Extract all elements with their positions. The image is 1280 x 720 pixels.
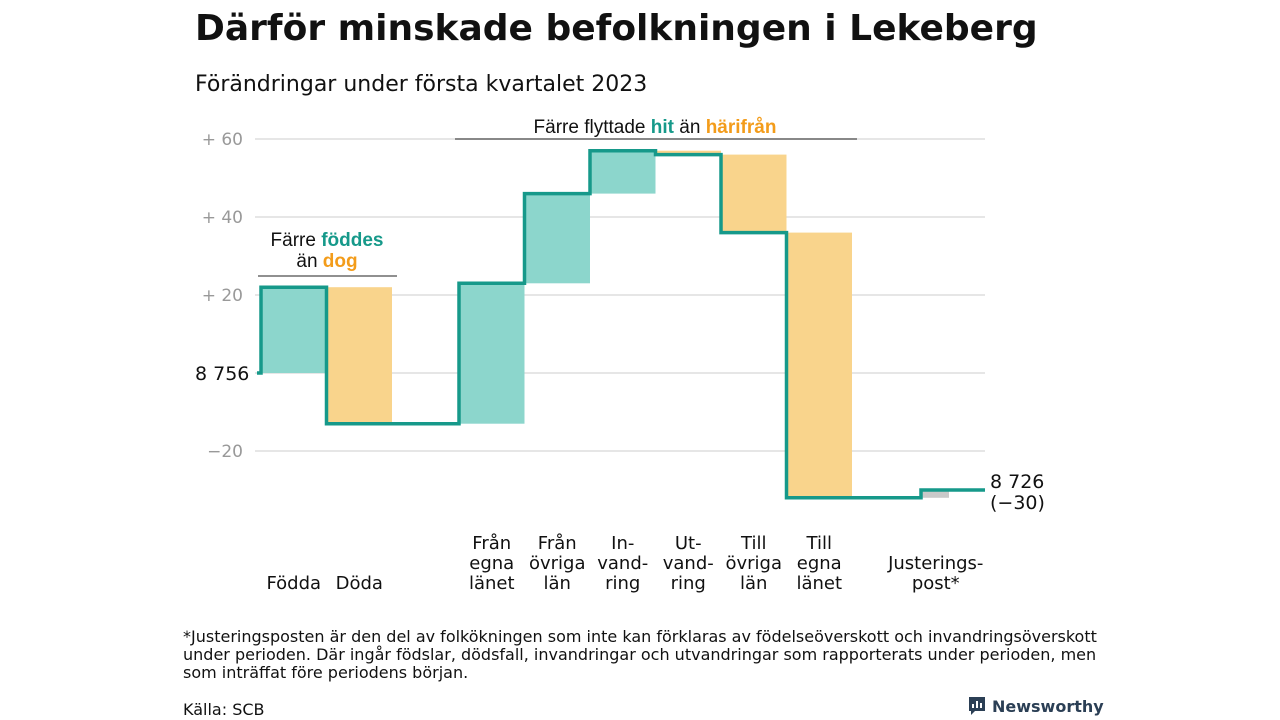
category-label: egna [797,553,842,574]
footnote: *Justeringsposten är den del av folkökni… [183,627,1097,682]
start-value-label: 8 756 [195,363,249,385]
category-label: övriga [725,553,782,574]
chart-subtitle: Förändringar under första kvartalet 2023 [195,72,648,97]
bar-inflow [459,283,525,424]
category-label: Till [806,533,832,554]
annotation-migration: Färre flyttade hit än härifrån [534,117,777,138]
category-label: vand- [663,553,714,574]
category-label: Justerings- [887,553,983,574]
category-label: Födda [266,573,321,594]
annotation-birth-death-line2: än dog [296,251,357,272]
category-label: länet [796,573,842,594]
end-change-label: (−30) [990,492,1045,514]
category-label: län [544,573,571,594]
newsworthy-icon [969,697,985,715]
annotation-fragment: hit [651,117,675,138]
annotation-fragment: än [296,251,322,272]
annotation-fragment: föddes [321,230,383,251]
annotation-fragment: än [674,117,706,138]
y-tick-label: + 60 [202,130,243,150]
chart-title: Därför minskade befolkningen i Lekeberg [195,8,1038,49]
category-label: Till [740,533,766,554]
bar-inflow [524,193,590,284]
y-tick-label: + 40 [202,208,243,228]
annotation-fragment: Färre [271,230,322,251]
y-tick-label: + 20 [202,286,243,306]
category-label: län [740,573,767,594]
category-label: övriga [529,553,586,574]
source-label: Källa: SCB [183,700,265,719]
bar-outflow [326,287,392,424]
category-label: egna [469,553,514,574]
annotation-fragment: Färre flyttade [534,117,651,138]
bar-adjustment [921,490,949,498]
bar-outflow [655,150,721,155]
annotation-fragment: dog [323,251,358,272]
category-label: ring [671,573,706,594]
y-tick-label: −20 [207,442,243,462]
category-label: In- [611,533,634,554]
bar-inflow [261,287,327,373]
cumulative-step-line [257,148,985,500]
category-label: ring [605,573,640,594]
category-label: Från [538,533,577,554]
category-label: Döda [336,573,383,594]
bar-outflow [786,232,852,498]
bar-outflow [721,154,787,233]
category-label: post* [912,573,960,594]
waterfall-chart: + 60 + 40 + 20 −20 8 756 8 726(−30) Födda Döda F… [195,117,1045,594]
brand-name: Newsworthy [992,696,1104,716]
category-label: Från [472,533,511,554]
category-label: länet [469,573,515,594]
brand-logo[interactable]: Newsworthy [968,696,1104,716]
end-value-label: 8 726 [990,471,1044,493]
category-label: Ut- [675,533,702,554]
category-label: vand- [597,553,648,574]
annotation-fragment: härifrån [706,117,777,138]
annotation-birth-death-line1: Färre föddes [271,230,384,251]
bar-inflow [590,150,656,194]
